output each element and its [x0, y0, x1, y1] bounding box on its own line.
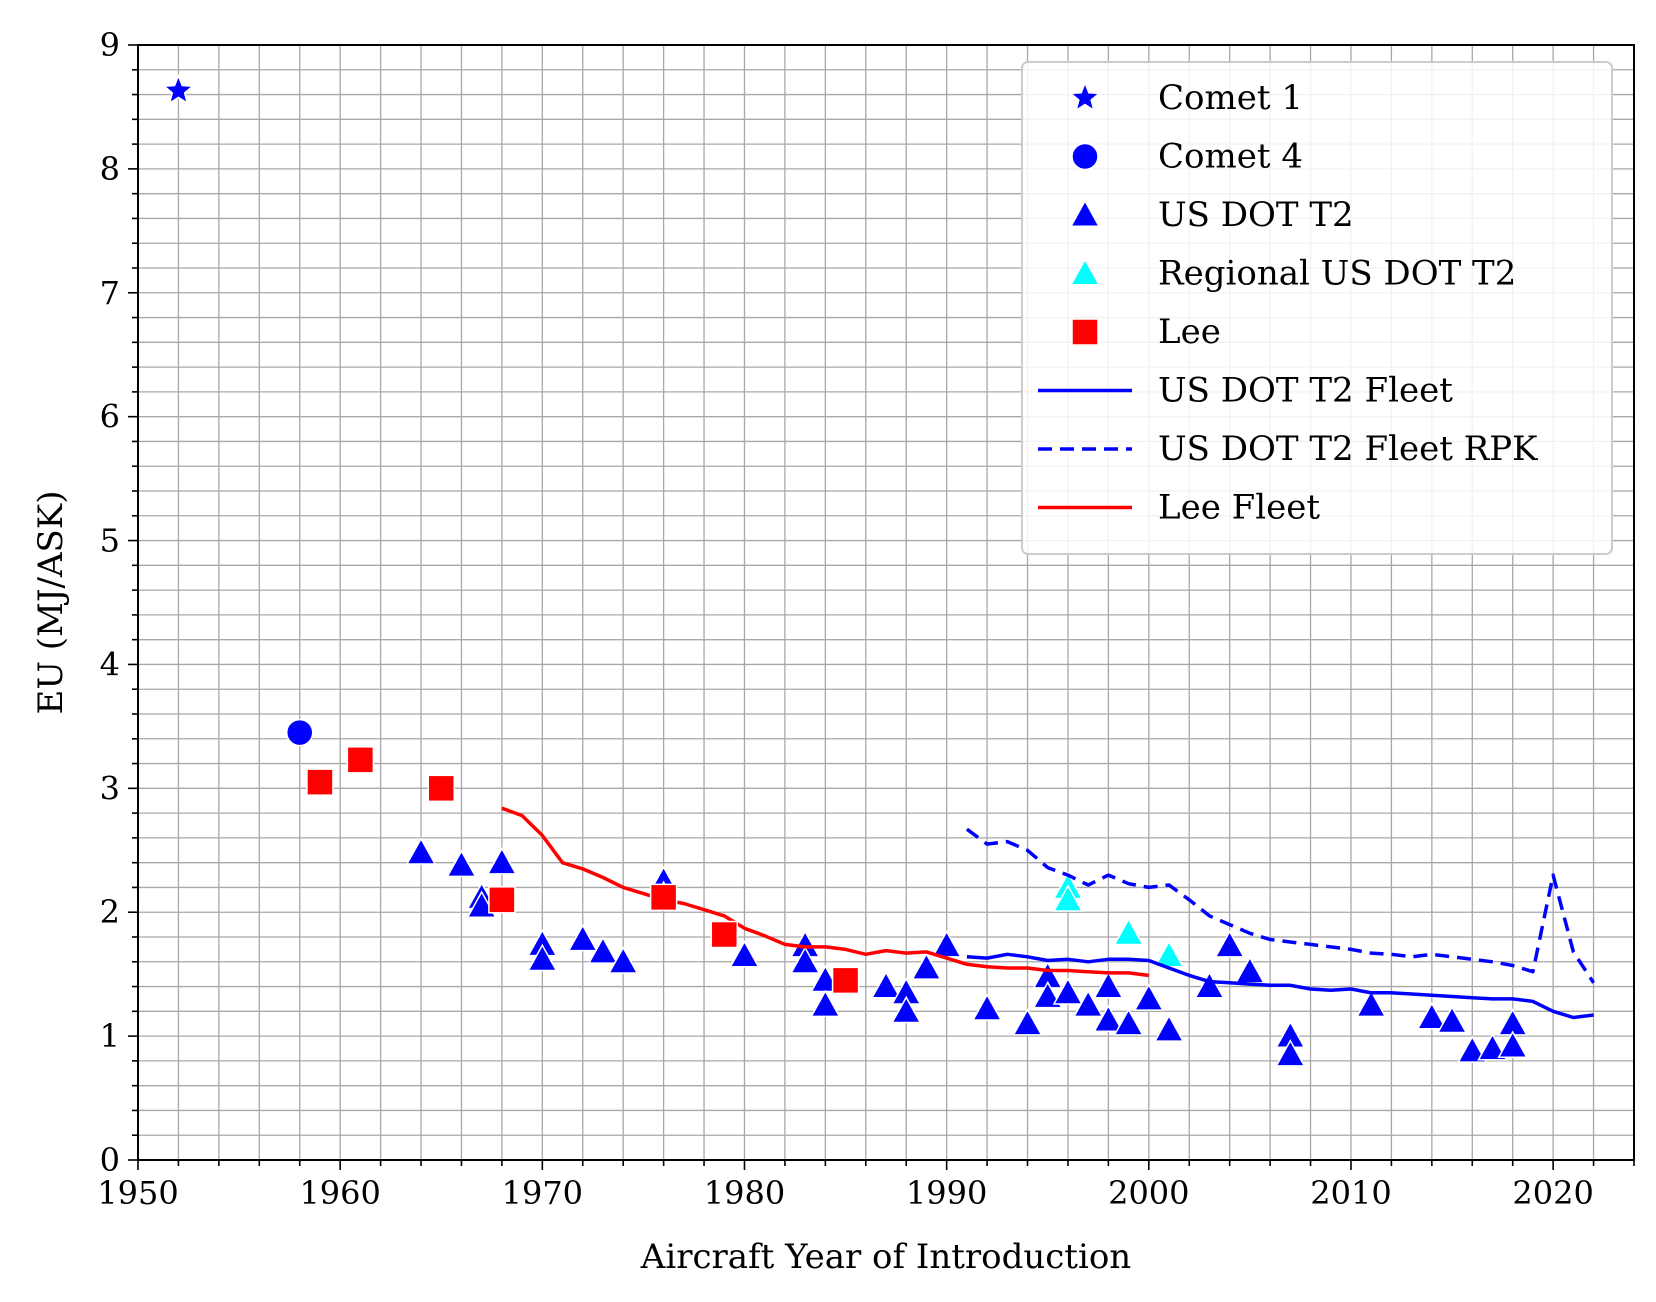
legend-label-us-dot-t2-fleet: US DOT T2 Fleet — [1158, 371, 1453, 411]
data-point-us-dot-t2 — [1194, 971, 1225, 999]
y-tick-label: 7 — [100, 274, 120, 312]
data-point-us-dot-t2 — [1072, 989, 1104, 1018]
data-point-us-dot-t2 — [971, 993, 1003, 1021]
x-tick-label: 1960 — [299, 1174, 380, 1212]
y-tick-label: 3 — [100, 769, 120, 807]
y-tick-label: 9 — [100, 26, 120, 64]
data-point-us-dot-t2 — [527, 943, 558, 972]
data-point-us-dot-t2 — [810, 989, 841, 1018]
data-point-us-dot-t2 — [1012, 1008, 1043, 1036]
y-tick-label: 4 — [100, 645, 120, 683]
axis-ticks: 1950 1960 1970 1980 1990 2000 2010 2020 0 1 2 3 4 5 6 7… — [97, 26, 1635, 1212]
data-point-us-dot-t2 — [1052, 977, 1084, 1005]
legend-box — [1021, 61, 1613, 555]
y-tick-label: 8 — [100, 150, 120, 188]
data-point-us-dot-t2 — [1355, 989, 1387, 1018]
legend-label-regional-us-dot-t2: Regional US DOT T2 — [1158, 254, 1516, 294]
data-point-us-dot-t2 — [1113, 1008, 1144, 1036]
data-point-us-dot-t2 — [1416, 1001, 1448, 1030]
plot-frame — [137, 44, 1635, 1161]
data-point-us-dot-t2 — [1153, 1014, 1185, 1042]
y-axis-label: EU (MJ/ASK) — [31, 491, 71, 715]
data-point-lee — [306, 768, 334, 796]
data-point-us-dot-t2 — [729, 940, 760, 968]
legend-swatch-us-dot-t2 — [1069, 199, 1101, 227]
legend-label-comet-1: Comet 1 — [1158, 78, 1303, 118]
data-point-comet-1 — [162, 73, 195, 105]
data-point-us-dot-t2 — [1133, 983, 1165, 1011]
y-tick-label: 5 — [100, 522, 120, 560]
legend-label-comet-4: Comet 4 — [1158, 137, 1303, 177]
data-point-us-dot-t2 — [1436, 1005, 1468, 1034]
series-line-us-dot-t2-fleet-rpk — [965, 827, 1596, 984]
series-lee — [306, 746, 860, 995]
legend-label-lee: Lee — [1158, 312, 1221, 352]
data-point-lee — [649, 883, 678, 912]
x-tick-label: 1980 — [704, 1174, 785, 1212]
data-point-us-dot-t2 — [890, 995, 922, 1024]
data-point-lee — [710, 920, 739, 949]
data-point-lee — [488, 886, 516, 914]
series-line-us-dot-t2-fleet — [966, 952, 1594, 1020]
legend-swatch-comet-1 — [1068, 80, 1102, 112]
legend-label-us-dot-t2: US DOT T2 — [1158, 195, 1354, 235]
x-tick-label: 1990 — [906, 1174, 987, 1212]
data-point-us-dot-t2 — [607, 946, 639, 974]
x-tick-label: 2000 — [1108, 1174, 1189, 1212]
data-point-us-dot-t2 — [931, 930, 962, 958]
x-axis-label: Aircraft Year of Introduction — [640, 1237, 1131, 1277]
data-point-us-dot-t2 — [405, 837, 437, 865]
data-point-us-dot-t2 — [587, 936, 619, 964]
data-point-lee — [427, 774, 455, 803]
x-tick-label: 1970 — [502, 1174, 583, 1212]
series-us-dot-t2 — [405, 837, 1528, 1067]
x-tick-label: 2010 — [1310, 1174, 1391, 1212]
data-point-us-dot-t2 — [870, 971, 902, 999]
legend: Comet 1 Comet 4 US DOT T2 Regional US DOT T… — [1021, 61, 1613, 555]
series-comet-1 — [162, 73, 195, 105]
data-point-us-dot-t2 — [1456, 1035, 1488, 1063]
series-comet-4 — [285, 718, 314, 747]
y-tick-label: 6 — [100, 398, 120, 436]
data-point-us-dot-t2 — [1093, 971, 1124, 999]
data-point-us-dot-t2 — [486, 847, 518, 875]
legend-swatch-regional-us-dot-t2 — [1069, 257, 1101, 286]
data-point-us-dot-t2 — [1214, 930, 1245, 958]
x-tick-label: 2020 — [1512, 1174, 1593, 1212]
data-point-regional-us-dot-t2 — [1052, 884, 1084, 912]
series-lee-fleet — [501, 806, 1150, 978]
y-tick-label: 2 — [100, 893, 120, 931]
y-tick-label: 1 — [100, 1017, 120, 1055]
data-point-regional-us-dot-t2 — [1113, 917, 1144, 946]
data-point-us-dot-t2 — [567, 923, 599, 952]
series-us-dot-t2-fleet — [966, 952, 1594, 1020]
legend-swatch-comet-4 — [1071, 142, 1099, 171]
legend-swatch-lee — [1071, 318, 1099, 346]
data-point-us-dot-t2 — [1275, 1039, 1306, 1067]
data-point-comet-4 — [285, 718, 314, 747]
plot-series — [162, 73, 1596, 1067]
data-point-us-dot-t2 — [1093, 1004, 1124, 1032]
x-tick-label: 1950 — [97, 1174, 178, 1212]
data-point-lee — [346, 746, 375, 774]
data-point-us-dot-t2 — [789, 946, 821, 974]
series-line-lee-fleet — [501, 806, 1150, 978]
data-point-us-dot-t2 — [1477, 1032, 1508, 1061]
legend-label-us-dot-t2-fleet-rpk: US DOT T2 Fleet RPK — [1158, 429, 1538, 469]
data-point-us-dot-t2 — [1497, 1030, 1528, 1058]
data-point-us-dot-t2 — [911, 952, 942, 980]
series-regional-us-dot-t2 — [1052, 871, 1185, 968]
series-us-dot-t2-fleet-rpk — [965, 827, 1596, 984]
data-point-lee — [831, 966, 860, 995]
y-tick-label: 0 — [100, 1141, 120, 1179]
data-point-us-dot-t2 — [446, 849, 477, 878]
legend-label-lee-fleet: Lee Fleet — [1158, 488, 1320, 528]
